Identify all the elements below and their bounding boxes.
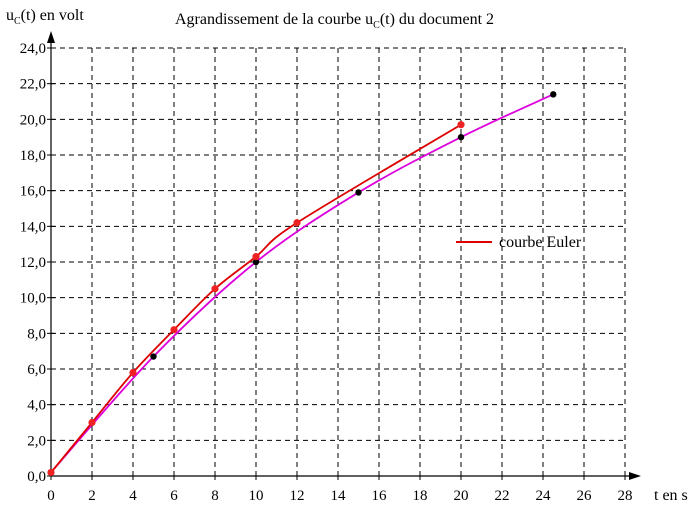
y-tick-label: 2,0 <box>27 433 46 449</box>
x-tick-label: 18 <box>413 488 428 504</box>
y-tick-label: 16,0 <box>20 184 46 200</box>
chart-title: Agrandissement de la courbe uC(t) du doc… <box>175 11 494 31</box>
series-0-point <box>211 285 219 293</box>
y-tick-label: 12,0 <box>20 255 46 271</box>
series-0-point <box>129 368 137 377</box>
chart-title-sub: C <box>373 20 380 31</box>
series-0-point <box>170 326 178 334</box>
x-axis-label: t en s <box>654 487 688 504</box>
x-tick-label: 14 <box>331 488 347 504</box>
markers <box>47 91 557 477</box>
y-tick-label: 0,0 <box>27 469 46 485</box>
y-axis-label-rest: (t) en volt <box>21 7 85 24</box>
x-tick-label: 0 <box>47 488 55 504</box>
series-line-0 <box>50 123 462 474</box>
series-1-point <box>457 133 465 141</box>
x-tick-label: 26 <box>577 488 593 504</box>
y-tick-label: 24,0 <box>20 41 46 57</box>
x-tick-label: 6 <box>170 488 178 504</box>
chart-title-main: Agrandissement de la courbe u <box>175 11 373 28</box>
y-tick-label: 10,0 <box>20 291 46 307</box>
y-tick-label: 8,0 <box>27 326 46 342</box>
legend: courbe Euler <box>456 234 582 251</box>
series-0-point <box>88 418 96 427</box>
x-tick-label: 4 <box>129 488 137 504</box>
y-tick-label: 22,0 <box>20 77 46 93</box>
series-0-point <box>252 253 260 261</box>
y-axis-label-main: u <box>6 7 14 24</box>
series-1-point <box>355 189 362 196</box>
x-tick-label: 12 <box>290 488 305 504</box>
y-axis-arrow <box>47 31 55 43</box>
series-0-point <box>47 468 55 477</box>
series-0-point <box>457 121 465 129</box>
y-tick-label: 4,0 <box>27 398 46 414</box>
series-line-1 <box>50 93 554 474</box>
x-tick-label: 10 <box>249 488 264 504</box>
axes <box>47 31 641 480</box>
x-tick-label: 8 <box>211 488 219 504</box>
x-tick-label: 16 <box>372 488 388 504</box>
x-axis-arrow <box>629 472 641 480</box>
y-tick-label: 18,0 <box>20 148 46 164</box>
series-1-point <box>550 91 557 98</box>
chart-title-rest: (t) du document 2 <box>380 11 494 28</box>
x-tick-label: 20 <box>454 488 469 504</box>
series-0-point <box>293 219 301 227</box>
x-tick-label: 28 <box>618 488 633 504</box>
grid <box>51 47 626 476</box>
x-tick-label: 24 <box>536 488 552 504</box>
y-tick-label: 6,0 <box>27 362 46 378</box>
curves <box>50 93 554 474</box>
tick-labels: 0 2 4 6 8 10 12 14 16 18 20 22 24 26 280,02,04,06,08,0… <box>20 41 633 504</box>
y-tick-label: 20,0 <box>20 112 46 128</box>
series-1-point <box>150 353 157 360</box>
x-tick-label: 22 <box>495 488 510 504</box>
y-axis-label-sub: C <box>14 16 21 27</box>
y-axis-label: uC(t) en volt <box>6 7 84 27</box>
series-1-point <box>252 258 260 266</box>
x-tick-label: 2 <box>88 488 96 504</box>
y-tick-label: 14,0 <box>20 219 46 235</box>
legend-label: courbe Euler <box>499 234 582 251</box>
